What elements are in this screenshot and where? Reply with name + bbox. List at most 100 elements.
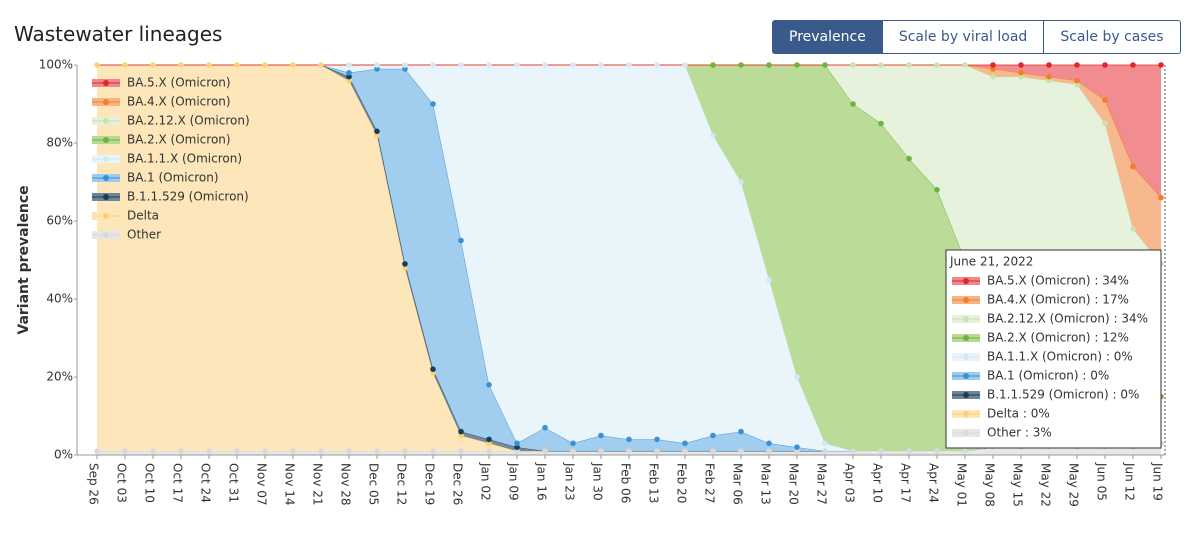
data-point <box>598 432 604 439</box>
y-axis-label: Variant prevalence <box>16 185 32 334</box>
x-tick-label: Mar 20 <box>787 463 801 505</box>
data-point <box>234 62 240 68</box>
x-tick-label: Dec 19 <box>423 463 437 505</box>
tooltip-row: Delta : 0% <box>987 407 1050 421</box>
x-tick-label: Sep 26 <box>87 463 101 505</box>
legend-swatch-dot <box>103 137 109 143</box>
data-point <box>654 436 660 443</box>
legend-swatch-dot <box>103 80 109 86</box>
y-tick-label: 0% <box>54 448 73 462</box>
data-point <box>486 440 492 447</box>
x-tick-label: Oct 24 <box>199 463 213 503</box>
data-point <box>402 62 408 68</box>
data-point <box>542 448 548 454</box>
data-point <box>1074 62 1080 68</box>
tooltip-row: BA.1 (Omicron) : 0% <box>987 369 1109 383</box>
data-point <box>402 265 408 271</box>
legend-swatch-dot <box>103 118 109 124</box>
data-point <box>346 62 352 68</box>
data-point <box>430 101 436 107</box>
x-tick-label: Jan 02 <box>479 462 493 501</box>
x-tick-label: Feb 06 <box>619 463 633 503</box>
series-area <box>97 443 1161 455</box>
data-point <box>374 448 380 454</box>
data-point <box>934 187 940 193</box>
data-point <box>878 448 884 454</box>
x-tick-label: Mar 06 <box>731 463 745 505</box>
x-tick-label: Apr 24 <box>927 463 941 503</box>
data-point <box>402 261 408 267</box>
legend-label: BA.2.X (Omicron) <box>127 133 231 147</box>
legend-label: Other <box>127 228 161 242</box>
data-point <box>262 62 268 68</box>
tooltip-row: BA.4.X (Omicron) : 17% <box>987 293 1129 307</box>
toggle-button[interactable]: Prevalence <box>772 20 883 54</box>
legend-swatch-dot <box>963 297 969 303</box>
data-point <box>178 62 184 68</box>
x-tick-label: Apr 17 <box>899 463 913 503</box>
data-point <box>654 62 660 68</box>
data-point <box>1046 62 1052 68</box>
data-point <box>1018 70 1024 76</box>
data-point <box>346 70 352 76</box>
data-point <box>514 62 520 68</box>
x-tick-label: May 22 <box>1039 463 1053 507</box>
x-tick-label: Jun 19 <box>1151 462 1165 501</box>
data-point <box>1074 77 1080 84</box>
data-point <box>570 448 576 454</box>
data-point <box>990 73 996 80</box>
data-point <box>374 128 380 135</box>
data-point <box>850 448 856 454</box>
data-point <box>178 448 184 454</box>
x-tick-label: Dec 12 <box>395 463 409 505</box>
legend-swatch-dot <box>963 392 969 398</box>
data-point <box>598 448 604 454</box>
data-point <box>766 276 772 283</box>
legend-swatch-dot <box>963 373 969 379</box>
data-point <box>934 448 940 454</box>
x-tick-label: May 01 <box>955 463 969 507</box>
tooltip-row: Other : 3% <box>987 426 1052 440</box>
data-point <box>1046 73 1052 80</box>
button-group: Prevalence Scale by viral load Scale by ca… <box>772 20 1181 54</box>
data-point <box>878 62 884 68</box>
data-point <box>1018 62 1024 68</box>
toggle-button[interactable]: Scale by cases <box>1043 20 1181 54</box>
legend-swatch-dot <box>963 278 969 284</box>
data-point <box>738 62 744 68</box>
x-tick-label: Dec 05 <box>367 463 381 505</box>
data-point <box>822 440 828 447</box>
data-point <box>374 66 380 72</box>
data-point <box>206 62 212 68</box>
x-tick-label: Mar 13 <box>759 463 773 505</box>
legend-swatch-dot <box>103 156 109 162</box>
data-point <box>486 448 492 454</box>
data-point <box>318 62 324 68</box>
y-tick-label: 80% <box>46 136 73 150</box>
legend-swatch-dot <box>963 411 969 417</box>
x-tick-label: Jan 16 <box>535 462 549 501</box>
x-tick-label: Apr 10 <box>871 463 885 503</box>
legend-label: B.1.1.529 (Omicron) <box>127 190 249 204</box>
x-tick-label: Feb 20 <box>675 463 689 503</box>
data-point <box>570 62 576 68</box>
data-point <box>794 374 800 380</box>
data-point <box>710 448 716 454</box>
series-area <box>97 65 1161 452</box>
data-point <box>906 155 912 162</box>
data-point <box>626 448 632 454</box>
x-tick-label: Jan 09 <box>507 462 521 501</box>
data-point <box>1130 62 1136 68</box>
data-point <box>934 62 940 68</box>
series-area <box>97 65 1161 452</box>
x-tick-label: Mar 27 <box>815 463 829 505</box>
series-area <box>97 65 1161 452</box>
data-point <box>906 62 912 68</box>
x-tick-label: Nov 07 <box>255 463 269 506</box>
data-point <box>514 448 520 454</box>
tooltip-box <box>945 249 1162 449</box>
data-point <box>850 62 856 68</box>
data-point <box>794 62 800 68</box>
legend-label: BA.1 (Omicron) <box>127 171 219 185</box>
data-point <box>654 448 660 454</box>
